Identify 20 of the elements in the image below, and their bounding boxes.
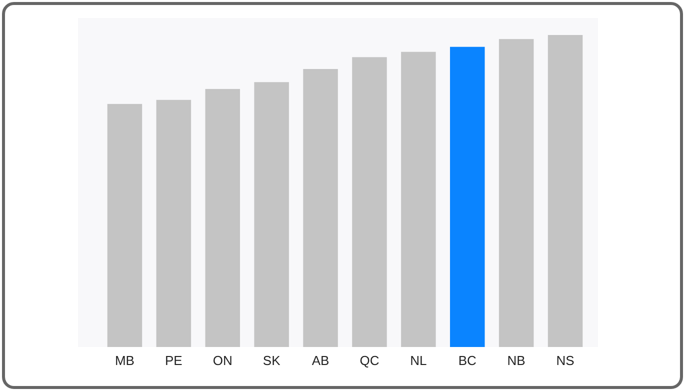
x-tick-label: PE bbox=[165, 353, 183, 368]
x-tick-label: NL bbox=[410, 353, 427, 368]
x-tick-label: MB bbox=[114, 353, 134, 368]
x-tick-label: SK bbox=[262, 353, 281, 368]
x-tick-label: NS bbox=[556, 353, 575, 368]
bar bbox=[498, 39, 534, 347]
x-tick-label: ON bbox=[212, 353, 232, 368]
x-tick-label: BC bbox=[458, 353, 476, 368]
bar bbox=[548, 35, 583, 347]
bar bbox=[156, 100, 192, 347]
x-tick-label: NB bbox=[507, 353, 526, 368]
bar bbox=[401, 52, 436, 347]
bar bbox=[205, 88, 240, 347]
bar bbox=[303, 69, 338, 347]
x-tick-label: QC bbox=[360, 353, 380, 368]
bar bbox=[450, 46, 485, 347]
bar bbox=[107, 104, 142, 347]
bar bbox=[352, 57, 387, 347]
x-tick-label: AB bbox=[312, 353, 330, 368]
bar bbox=[254, 82, 289, 347]
